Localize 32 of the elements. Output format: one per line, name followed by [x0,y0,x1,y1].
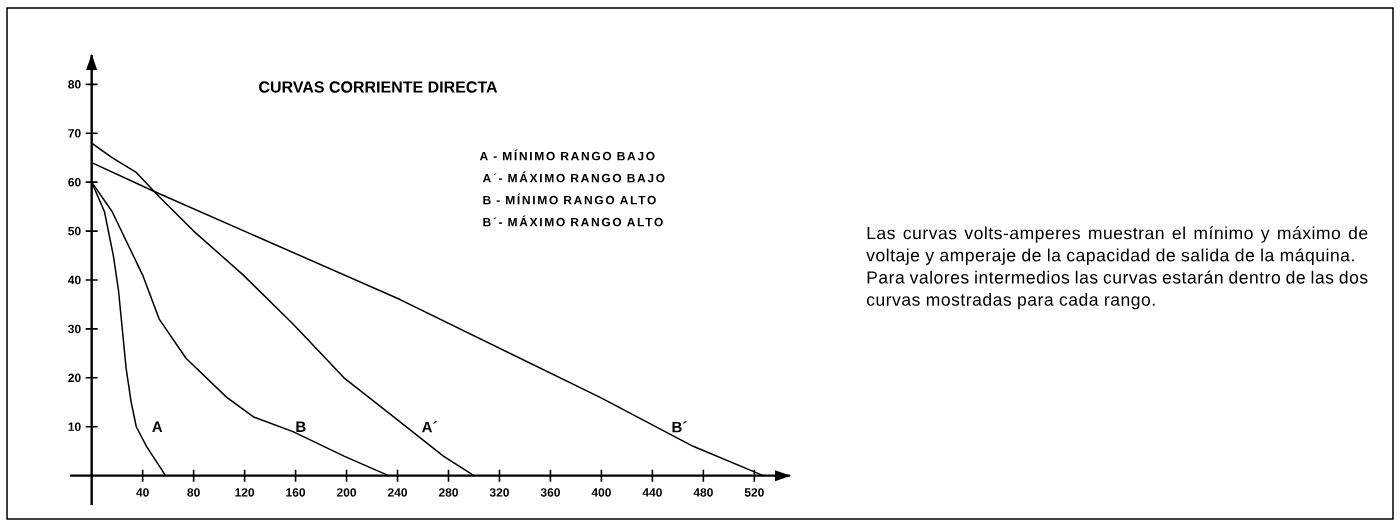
series-label: B [296,421,306,432]
text: Las curvas volts-amperes muestran el mínimo y máximo de voltaje y amperaje de la capacidad de salida de la máquina. [866,226,1368,265]
x-tick-label: 480 [693,488,713,497]
y-tick-label: 70 [68,129,81,138]
x-tick-label: 360 [540,488,560,497]
x-tick-label: 520 [744,488,764,497]
y-tick-label: 40 [67,275,81,285]
annotation: A - MÍNIMO RANGO BAJO [479,149,655,161]
x-tick-label: 160 [286,488,306,497]
text: Para valores intermedios las curvas estarán dentro de las dos curvas mostradas para cada rango. [866,270,1368,310]
annotation: B - MÍNIMO RANGO ALTO [483,193,656,205]
annotation: A´- MÁXIMO RANGO BAJO [482,171,665,183]
x-tick-label: 320 [489,488,509,497]
x-tick-label: 240 [387,488,408,497]
x-tick-label: 440 [642,488,662,497]
y-tick-label: 60 [68,177,81,187]
text: CURVAS CORRIENTE DIRECTA [259,81,498,93]
x-tick-label: 400 [591,488,611,497]
series-label: B´ [672,421,687,433]
series-label: A [152,421,163,432]
series-label: A´ [422,421,437,433]
y-tick-label: 10 [68,422,81,431]
y-tick-label: 20 [68,373,81,383]
x-tick-label: 40 [136,488,149,497]
y-tick-label: 80 [68,80,81,89]
x-tick-label: 80 [187,488,200,497]
annotation: B´- MÁXIMO RANGO ALTO [483,215,663,227]
x-tick-label: 280 [438,488,458,497]
y-tick-label: 50 [68,226,81,236]
y-tick-label: 30 [68,324,81,334]
x-tick-label: 200 [336,488,357,497]
x-tick-label: 120 [235,488,255,497]
